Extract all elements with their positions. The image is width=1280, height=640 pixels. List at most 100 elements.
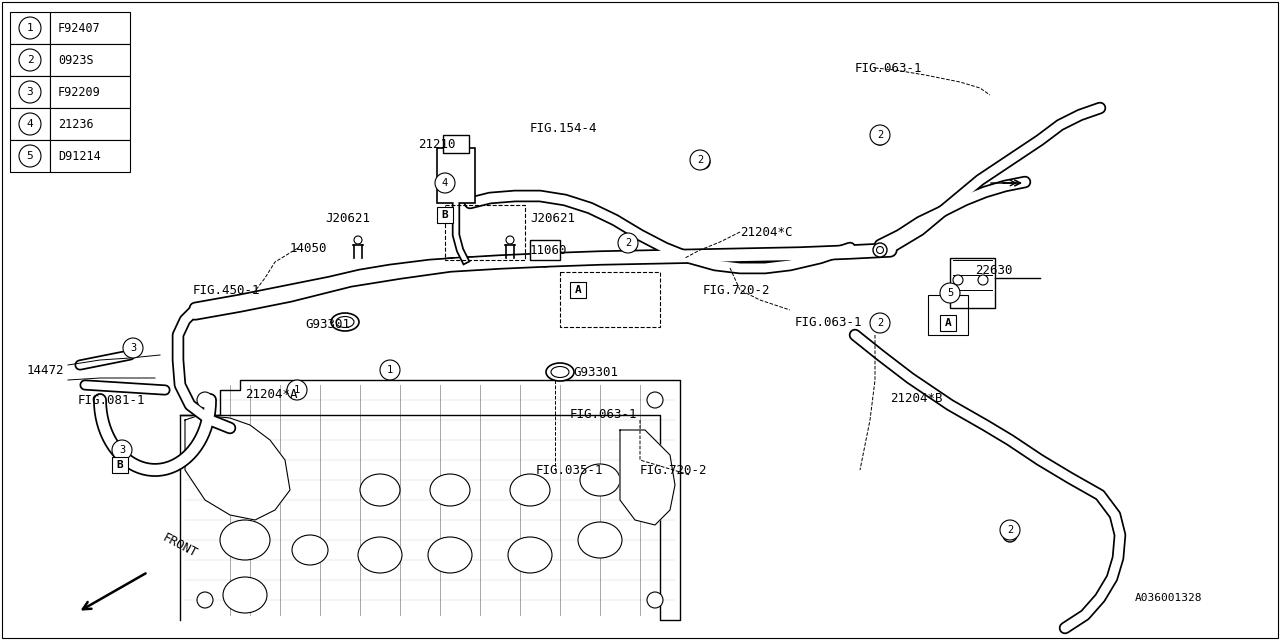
Polygon shape bbox=[620, 430, 675, 525]
Text: 11060: 11060 bbox=[530, 243, 567, 257]
Circle shape bbox=[690, 150, 710, 170]
Text: 4: 4 bbox=[442, 178, 448, 188]
Text: 2: 2 bbox=[625, 238, 631, 248]
Circle shape bbox=[699, 159, 707, 166]
Circle shape bbox=[618, 233, 637, 253]
Polygon shape bbox=[180, 380, 680, 620]
Text: 22630: 22630 bbox=[975, 264, 1012, 276]
Bar bbox=[443, 135, 468, 153]
Bar bbox=[113, 457, 128, 473]
Bar bbox=[928, 295, 968, 335]
Text: 21204*C: 21204*C bbox=[740, 225, 792, 239]
Text: 2: 2 bbox=[877, 318, 883, 328]
Circle shape bbox=[197, 592, 212, 608]
Text: 21204*A: 21204*A bbox=[244, 388, 297, 401]
Text: G93301: G93301 bbox=[573, 367, 618, 380]
Text: 4: 4 bbox=[27, 119, 33, 129]
Circle shape bbox=[626, 241, 634, 248]
Text: FIG.063-1: FIG.063-1 bbox=[570, 408, 637, 422]
Text: FRONT: FRONT bbox=[160, 531, 200, 560]
Circle shape bbox=[1006, 531, 1014, 538]
Text: 21236: 21236 bbox=[58, 118, 93, 131]
Circle shape bbox=[623, 238, 637, 252]
Text: A036001328: A036001328 bbox=[1135, 593, 1202, 603]
Ellipse shape bbox=[508, 537, 552, 573]
Bar bbox=[436, 207, 453, 223]
Bar bbox=[570, 282, 586, 298]
Text: 2: 2 bbox=[696, 155, 703, 165]
Text: FIG.450-1: FIG.450-1 bbox=[193, 284, 261, 296]
Circle shape bbox=[19, 81, 41, 103]
Text: 1: 1 bbox=[294, 385, 300, 395]
Circle shape bbox=[978, 275, 988, 285]
Polygon shape bbox=[186, 415, 291, 520]
Text: J20621: J20621 bbox=[530, 211, 575, 225]
Text: 1: 1 bbox=[27, 23, 33, 33]
Ellipse shape bbox=[547, 363, 573, 381]
Bar bbox=[436, 148, 475, 203]
Text: FIG.154-4: FIG.154-4 bbox=[530, 122, 598, 134]
Ellipse shape bbox=[430, 474, 470, 506]
Ellipse shape bbox=[358, 537, 402, 573]
Text: A: A bbox=[945, 318, 951, 328]
Text: A: A bbox=[575, 285, 581, 295]
Text: 14472: 14472 bbox=[27, 364, 64, 376]
Bar bbox=[10, 140, 50, 172]
Text: D91214: D91214 bbox=[58, 150, 101, 163]
Circle shape bbox=[870, 313, 890, 333]
Text: 0923S: 0923S bbox=[58, 54, 93, 67]
Circle shape bbox=[380, 360, 399, 380]
Text: F92209: F92209 bbox=[58, 86, 101, 99]
Ellipse shape bbox=[550, 367, 570, 378]
Circle shape bbox=[1000, 520, 1020, 540]
Bar bbox=[50, 140, 131, 172]
Ellipse shape bbox=[580, 464, 620, 496]
Circle shape bbox=[877, 134, 883, 141]
Bar bbox=[950, 258, 995, 308]
Circle shape bbox=[123, 338, 143, 358]
Circle shape bbox=[19, 49, 41, 71]
Circle shape bbox=[954, 275, 963, 285]
Text: 21204*B: 21204*B bbox=[890, 392, 942, 404]
Text: 1: 1 bbox=[387, 365, 393, 375]
Circle shape bbox=[19, 17, 41, 39]
Text: 21210: 21210 bbox=[419, 138, 456, 152]
Bar bbox=[561, 272, 660, 327]
Circle shape bbox=[19, 145, 41, 167]
Text: 5: 5 bbox=[27, 151, 33, 161]
Circle shape bbox=[113, 440, 132, 460]
Text: FIG.035-1: FIG.035-1 bbox=[536, 463, 603, 477]
Text: 3: 3 bbox=[129, 343, 136, 353]
Text: FIG.063-1: FIG.063-1 bbox=[855, 61, 923, 74]
Text: B: B bbox=[116, 460, 123, 470]
Ellipse shape bbox=[509, 474, 550, 506]
Text: FIG.063-1: FIG.063-1 bbox=[795, 317, 863, 330]
Ellipse shape bbox=[335, 317, 355, 328]
Bar bbox=[10, 76, 50, 108]
Circle shape bbox=[877, 246, 883, 253]
Ellipse shape bbox=[220, 460, 270, 500]
Circle shape bbox=[646, 592, 663, 608]
Circle shape bbox=[506, 236, 515, 244]
Bar bbox=[445, 205, 525, 260]
Text: J20621: J20621 bbox=[325, 211, 370, 225]
Text: G93301: G93301 bbox=[305, 319, 349, 332]
Ellipse shape bbox=[223, 577, 268, 613]
Circle shape bbox=[940, 283, 960, 303]
Circle shape bbox=[696, 155, 710, 169]
Bar bbox=[50, 12, 131, 44]
Circle shape bbox=[870, 125, 890, 145]
Ellipse shape bbox=[220, 520, 270, 560]
Circle shape bbox=[197, 392, 212, 408]
Text: F92407: F92407 bbox=[58, 22, 101, 35]
Bar bbox=[50, 108, 131, 140]
Circle shape bbox=[355, 236, 362, 244]
Circle shape bbox=[287, 380, 307, 400]
Text: 3: 3 bbox=[27, 87, 33, 97]
Bar bbox=[50, 76, 131, 108]
Ellipse shape bbox=[360, 474, 399, 506]
Text: FIG.720-2: FIG.720-2 bbox=[640, 463, 708, 477]
Text: B: B bbox=[442, 210, 448, 220]
Bar bbox=[10, 44, 50, 76]
Bar bbox=[530, 240, 561, 260]
